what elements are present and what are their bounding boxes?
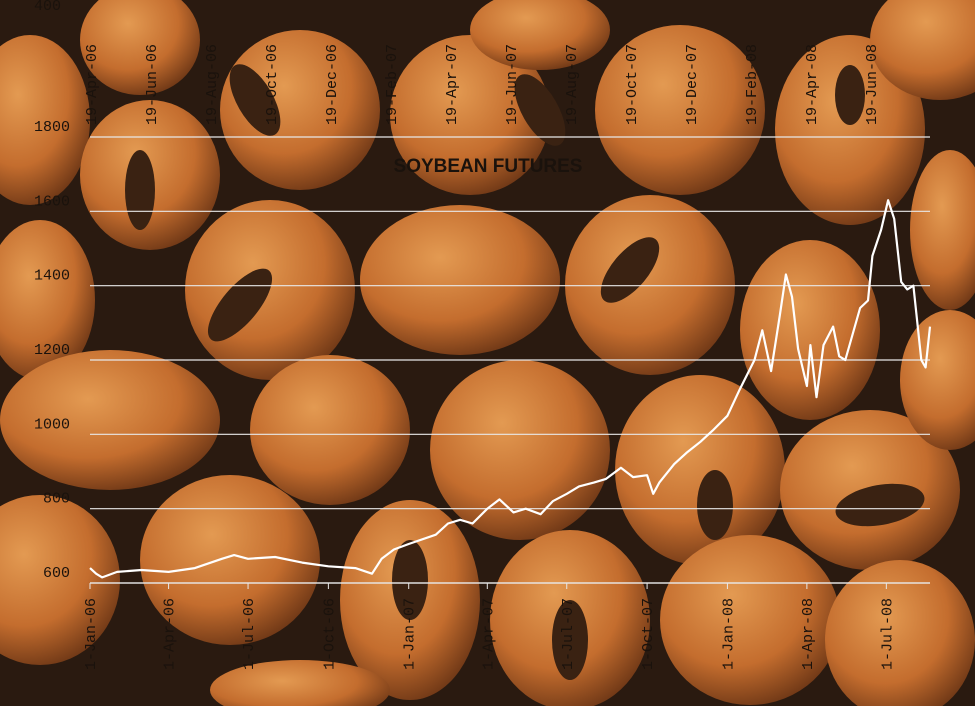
top-tick-label: 19-Aug-07 [564,44,581,125]
top-tick-label: 19-Dec-06 [324,44,341,125]
y-tick-label: 1600 [34,193,70,210]
x-tick-label: 1-Oct-07 [640,598,657,670]
x-tick-label: 1-Jul-07 [560,598,577,670]
top-tick-label: 19-Jun-06 [144,44,161,125]
top-tick-label: 19-Feb-08 [744,44,761,125]
y-tick-label: 1800 [34,119,70,136]
top-tick-label: 19-Oct-06 [264,44,281,125]
y-tick-label: 1200 [34,342,70,359]
y-tick-label: 1000 [34,416,70,433]
top-axis-label: 400 [34,0,61,15]
x-tick-label: 1-Apr-08 [800,598,817,670]
top-tick-label: 19-Apr-06 [84,44,101,125]
x-tick-label: 1-Oct-06 [321,598,338,670]
top-tick-label: 19-Aug-06 [204,44,221,125]
x-tick-label: 1-Jan-08 [720,598,737,670]
y-tick-label: 1400 [34,268,70,285]
x-tick-label: 1-Jan-07 [402,598,419,670]
top-tick-label: 19-Apr-07 [444,44,461,125]
top-tick-label: 19-Apr-08 [804,44,821,125]
x-tick-label: 1-Apr-06 [162,598,179,670]
top-tick-label: 19-Jun-08 [864,44,881,125]
top-tick-label: 19-Jun-07 [504,44,521,125]
x-tick-label: 1-Jan-06 [83,598,100,670]
x-tick-label: 1-Jul-06 [241,598,258,670]
y-tick-label: 600 [43,565,70,582]
top-tick-label: 19-Oct-07 [624,44,641,125]
top-tick-label: 19-Feb-07 [384,44,401,125]
price-line [89,199,932,579]
x-tick-label: 1-Apr-07 [480,598,497,670]
x-tick-label: 1-Jul-08 [879,598,896,670]
chart-title: SOYBEAN FUTURES [394,156,583,177]
top-tick-label: 19-Dec-07 [684,44,701,125]
y-tick-label: 800 [43,491,70,508]
